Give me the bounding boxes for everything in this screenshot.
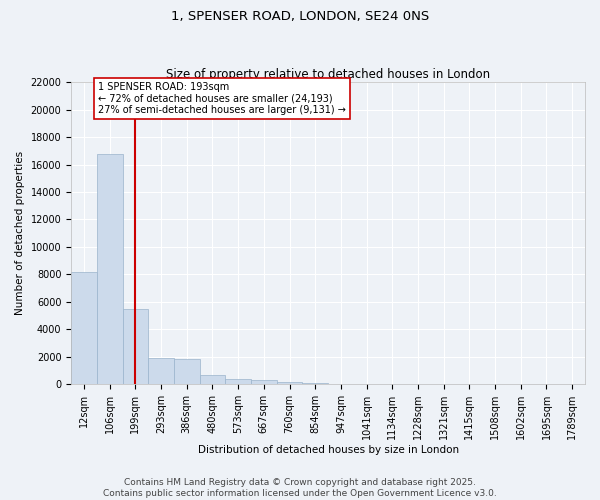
Text: 1 SPENSER ROAD: 193sqm
← 72% of detached houses are smaller (24,193)
27% of semi: 1 SPENSER ROAD: 193sqm ← 72% of detached… [98,82,346,116]
Bar [97,154,122,384]
Bar [148,358,174,384]
Bar [277,382,302,384]
Y-axis label: Number of detached properties: Number of detached properties [15,151,25,316]
Bar [302,383,328,384]
X-axis label: Distribution of detached houses by size in London: Distribution of detached houses by size … [197,445,458,455]
Bar [251,380,277,384]
Bar [122,308,148,384]
Text: Contains HM Land Registry data © Crown copyright and database right 2025.
Contai: Contains HM Land Registry data © Crown c… [103,478,497,498]
Bar [226,379,251,384]
Bar [71,272,97,384]
Bar [174,359,200,384]
Title: Size of property relative to detached houses in London: Size of property relative to detached ho… [166,68,490,81]
Text: 1, SPENSER ROAD, LONDON, SE24 0NS: 1, SPENSER ROAD, LONDON, SE24 0NS [171,10,429,23]
Bar [200,374,226,384]
